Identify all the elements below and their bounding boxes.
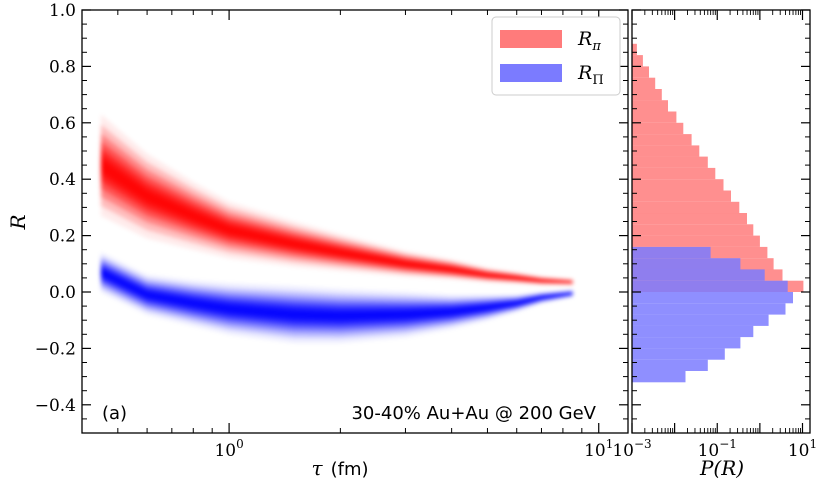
histogram-bar [632, 292, 793, 304]
histogram-bar [632, 235, 760, 247]
histogram-bar [632, 77, 656, 89]
y-tick-label: −0.2 [35, 339, 76, 359]
histogram-bar [632, 269, 765, 281]
histogram-bar [632, 167, 716, 180]
density-bands [100, 114, 573, 343]
main-axis-ticks: 1.0 0.8 0.6 0.4 0.2 0.0 −0.2 −0.4 100 101 [35, 1, 628, 461]
y-tick-label: 0.0 [49, 283, 76, 303]
side-x-tick-label: 10−3 [612, 437, 651, 461]
density-band-group [100, 252, 573, 343]
x-axis-label: τ (fm) [312, 456, 369, 480]
histogram-bar [632, 258, 741, 270]
y-tick-label: 0.6 [49, 114, 76, 134]
histogram-bar [632, 280, 788, 292]
legend-label-bulk: RΠ [577, 62, 604, 88]
histogram-bar [632, 371, 686, 383]
histogram-bar [632, 55, 643, 67]
annotation-text: 30-40% Au+Au @ 200 GeV [351, 403, 596, 424]
x-tick-label: 100 [214, 437, 243, 461]
histogram-bar [632, 100, 668, 112]
histogram-bar [632, 325, 754, 338]
panel-label: (a) [102, 403, 127, 424]
histogram-bar [632, 303, 786, 315]
side-x-axis-label: P(R) [699, 456, 744, 480]
histogram-bar [632, 213, 747, 225]
y-tick-label: 1.0 [49, 1, 76, 21]
legend-swatch-bulk [500, 64, 562, 82]
y-tick-label: 0.2 [49, 227, 76, 247]
y-axis-label: R [6, 214, 30, 230]
histogram-bar [632, 89, 662, 101]
histogram-bar [632, 66, 649, 78]
histogram-bar [632, 111, 677, 123]
histogram-bar [632, 246, 711, 259]
y-tick-label: 0.8 [49, 57, 76, 77]
main-plot-frame [81, 9, 629, 434]
density-band [100, 124, 573, 285]
histogram-bar [632, 359, 708, 371]
density-band [100, 270, 573, 319]
histogram-bar [632, 43, 637, 56]
y-tick-label: 0.4 [49, 170, 76, 190]
histogram-bar [632, 337, 741, 349]
histogram-bar [632, 179, 724, 191]
legend-swatch-pi [500, 30, 562, 48]
y-tick-label: −0.4 [35, 396, 76, 416]
histogram-bar [632, 190, 731, 202]
histogram-bar [632, 134, 692, 146]
x-tick-label: 101 [584, 437, 613, 461]
side-x-tick-label: 10−1 [698, 437, 737, 461]
histogram-bar [632, 122, 684, 135]
histogram-bars [632, 43, 804, 383]
histogram-bar [632, 348, 725, 360]
histogram-bar [632, 201, 740, 214]
legend-label-pi: Rπ [577, 28, 601, 54]
histogram-bar [632, 224, 754, 236]
density-band-group [100, 114, 573, 285]
legend: Rπ RΠ [491, 16, 621, 96]
histogram-bar [632, 145, 700, 157]
histogram-bar [632, 314, 769, 326]
side-x-tick-label: 101 [788, 437, 817, 461]
side-plot-frame [631, 9, 811, 434]
histogram-bar [632, 156, 708, 168]
